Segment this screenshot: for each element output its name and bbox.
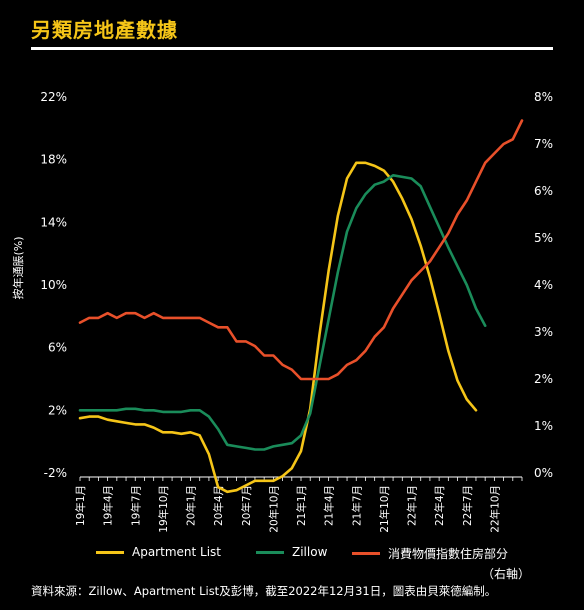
- legend-label-zillow: Zillow: [292, 545, 328, 559]
- series-line-0: [78, 161, 478, 494]
- x-tick-label: 20年1月: [185, 485, 198, 526]
- series-lines: [78, 119, 524, 494]
- left-tick-label: 18%: [40, 153, 67, 167]
- right-tick-label: 0%: [534, 466, 553, 480]
- x-tick-label: 19年1月: [74, 485, 87, 526]
- x-tick-label: 21年10月: [378, 485, 391, 533]
- x-tick-label: 22年4月: [433, 485, 446, 526]
- right-tick-label: 4%: [534, 278, 553, 292]
- y-axis-label: 按年通脹(%): [11, 236, 25, 299]
- x-tick-label: 22年10月: [488, 485, 501, 533]
- x-tick-label: 21年7月: [350, 485, 363, 526]
- left-tick-label: -2%: [44, 466, 67, 480]
- right-tick-label: 7%: [534, 137, 553, 151]
- right-tick-label: 8%: [534, 90, 553, 104]
- legend-swatch-zillow: [256, 550, 284, 554]
- left-tick-label: 10%: [40, 278, 67, 292]
- x-tick-label: 19年10月: [157, 485, 170, 533]
- x-axis: 19年1月 19年4月 19年7月 19年10月 20年1月 20年4月 20年7月 20年1…: [74, 476, 523, 533]
- x-tick-label: 20年7月: [240, 485, 253, 526]
- x-tick-label: 21年4月: [323, 485, 336, 526]
- left-tick-label: 22%: [40, 90, 67, 104]
- x-tick-label: 19年4月: [102, 485, 115, 526]
- left-axis-ticks: 22% 18% 14% 10% 6% 2% -2%: [40, 90, 67, 480]
- legend-item-apartment-list: Apartment List: [96, 545, 221, 559]
- right-tick-label: 3%: [534, 325, 553, 339]
- right-tick-label: 1%: [534, 419, 553, 433]
- left-tick-label: 2%: [48, 403, 67, 417]
- right-tick-label: 2%: [534, 372, 553, 386]
- legend-swatch-apartment-list: [96, 550, 124, 554]
- left-tick-label: 6%: [48, 341, 67, 355]
- chart-title: 另類房地產數據: [31, 18, 178, 42]
- x-tick-label: 22年7月: [461, 485, 474, 526]
- x-tick-label: 20年10月: [267, 485, 280, 533]
- legend-label-cpi-axis-note: （右軸）: [482, 567, 531, 581]
- left-tick-label: 14%: [40, 215, 67, 229]
- right-axis-ticks: 8% 7% 6% 5% 4% 3% 2% 1% 0%: [534, 90, 553, 480]
- series-line-2: [78, 119, 524, 381]
- right-tick-label: 5%: [534, 231, 553, 245]
- source-note: 資料來源：Zillow、Apartment List及彭博，截至2022年12月…: [31, 584, 497, 598]
- title-divider: [31, 47, 553, 50]
- right-tick-label: 6%: [534, 184, 553, 198]
- legend-swatch-cpi-housing: [352, 552, 380, 555]
- legend-item-zillow: Zillow: [256, 545, 327, 559]
- legend-label-cpi-housing: 消費物價指數住房部分: [388, 547, 509, 561]
- x-tick-label: 20年4月: [212, 485, 225, 526]
- x-tick-label: 19年7月: [129, 485, 142, 526]
- x-tick-label: 22年1月: [406, 485, 419, 526]
- line-chart: 22% 18% 14% 10% 6% 2% -2% 8% 7% 6% 5% 4% 3% 2% 1% 0% 1…: [11, 90, 553, 533]
- legend-item-cpi-housing: 消費物價指數住房部分: [352, 545, 508, 562]
- chart-legend: Apartment List Zillow 消費物價指數住房部分 （右軸）: [96, 545, 566, 585]
- legend-label-apartment-list: Apartment List: [132, 545, 221, 559]
- x-tick-label: 21年1月: [295, 485, 308, 526]
- series-line-1: [78, 174, 487, 451]
